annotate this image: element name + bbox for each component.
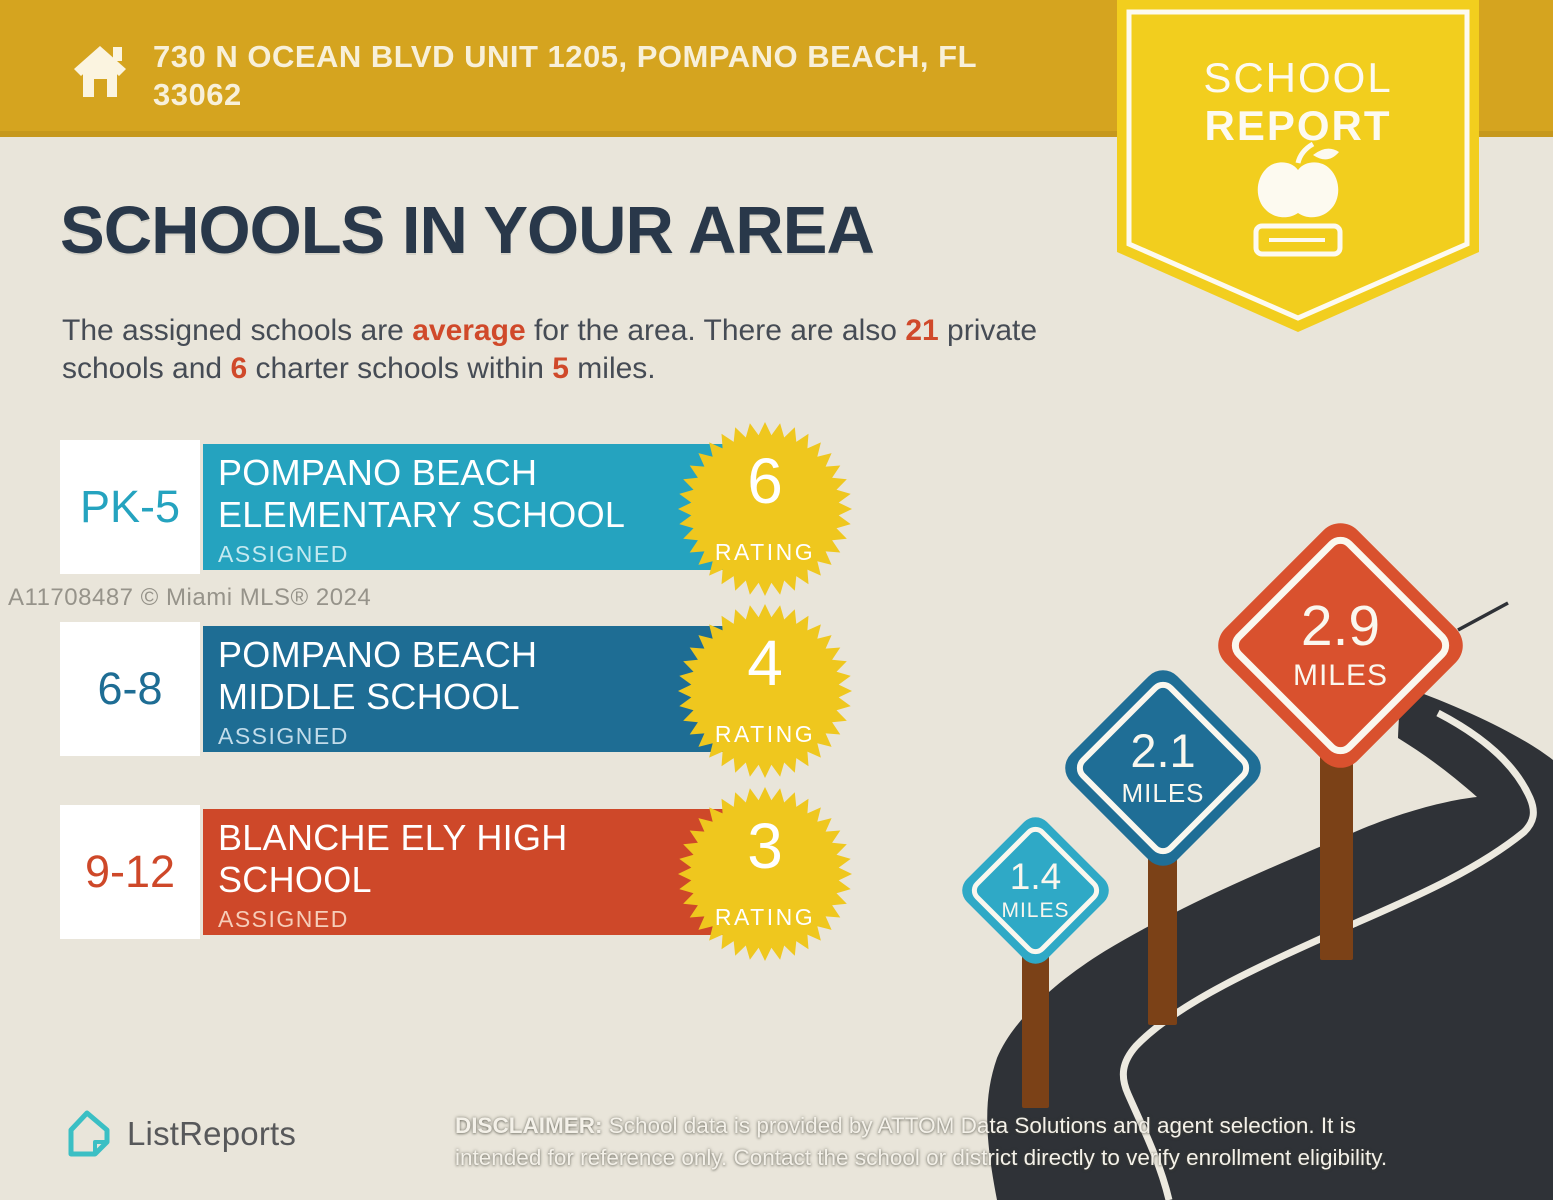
- book-icon: [1253, 223, 1343, 257]
- rating-badge-middle: 4 RATING: [678, 604, 852, 778]
- school-status: ASSIGNED: [218, 723, 349, 750]
- school-bar: POMPANO BEACH ELEMENTARY SCHOOL ASSIGNED: [203, 444, 773, 570]
- school-bar: BLANCHE ELY HIGH SCHOOL ASSIGNED: [203, 809, 773, 935]
- listreports-house-icon: [68, 1110, 110, 1157]
- listreports-wordmark: ListReports: [127, 1115, 297, 1152]
- badge-line1: SCHOOL: [1203, 54, 1392, 101]
- rating-label: RATING: [715, 539, 815, 565]
- disclaimer: DISCLAIMER: School data is provided by A…: [455, 1110, 1430, 1173]
- mls-watermark: A11708487 © Miami MLS® 2024: [8, 584, 372, 611]
- sign-unit: MILES: [1292, 659, 1389, 692]
- school-status: ASSIGNED: [218, 541, 349, 568]
- page-title: SCHOOLS IN YOUR AREA: [60, 193, 875, 268]
- disclaimer-label: DISCLAIMER:: [455, 1113, 603, 1138]
- sign-distance: 1.4: [1009, 856, 1062, 897]
- sign-distance: 2.9: [1300, 594, 1381, 658]
- road-surface: [987, 686, 1553, 1200]
- school-report-badge: SCHOOL REPORT: [1117, 0, 1479, 332]
- sign-unit: MILES: [1001, 899, 1070, 922]
- road-vanishing-line: [1457, 601, 1509, 632]
- distance-sign-2: 2.1 MILES: [1056, 661, 1270, 875]
- home-icon: [74, 46, 126, 97]
- road-center-line: [1119, 709, 1537, 1200]
- rating-label: RATING: [715, 904, 815, 930]
- rating-value: 4: [747, 627, 783, 699]
- school-bar: POMPANO BEACH MIDDLE SCHOOL ASSIGNED: [203, 626, 773, 752]
- disclaimer-text: School data is provided by ATTOM Data So…: [455, 1113, 1388, 1170]
- school-row-high: 9-12 BLANCHE ELY HIGH SCHOOL ASSIGNED: [60, 805, 900, 939]
- subtitle: The assigned schools are average for the…: [62, 314, 1038, 386]
- school-status: ASSIGNED: [218, 906, 349, 933]
- sign-post-middle: [1148, 855, 1177, 1025]
- rating-badge-elementary: 6 RATING: [678, 422, 852, 596]
- listreports-logo: ListReports: [62, 1108, 296, 1160]
- sign-distance: 2.1: [1130, 724, 1196, 777]
- school-row-middle: 6-8 POMPANO BEACH MIDDLE SCHOOL ASSIGNED: [60, 622, 900, 756]
- grade-range: PK-5: [60, 440, 200, 574]
- grade-range: 6-8: [60, 622, 200, 756]
- school-name: POMPANO BEACH ELEMENTARY SCHOOL: [218, 452, 626, 536]
- school-row-elementary: PK-5 POMPANO BEACH ELEMENTARY SCHOOL ASS…: [60, 440, 900, 574]
- apple-icon: [1257, 141, 1339, 218]
- grade-range: 9-12: [60, 805, 200, 939]
- sign-post-near: [1022, 955, 1049, 1108]
- school-name: POMPANO BEACH MIDDLE SCHOOL: [218, 634, 538, 718]
- rating-value: 6: [747, 445, 783, 517]
- distance-sign-3: 2.9 MILES: [1208, 513, 1473, 778]
- badge-line2: REPORT: [1204, 102, 1391, 149]
- rating-badge-high: 3 RATING: [678, 787, 852, 961]
- sign-post-far: [1320, 755, 1353, 960]
- rating-label: RATING: [715, 721, 815, 747]
- sign-unit: MILES: [1121, 778, 1205, 808]
- property-address: 730 N OCEAN BLVD UNIT 1205, POMPANO BEAC…: [153, 39, 977, 112]
- rating-value: 3: [747, 810, 783, 882]
- school-name: BLANCHE ELY HIGH SCHOOL: [218, 817, 568, 901]
